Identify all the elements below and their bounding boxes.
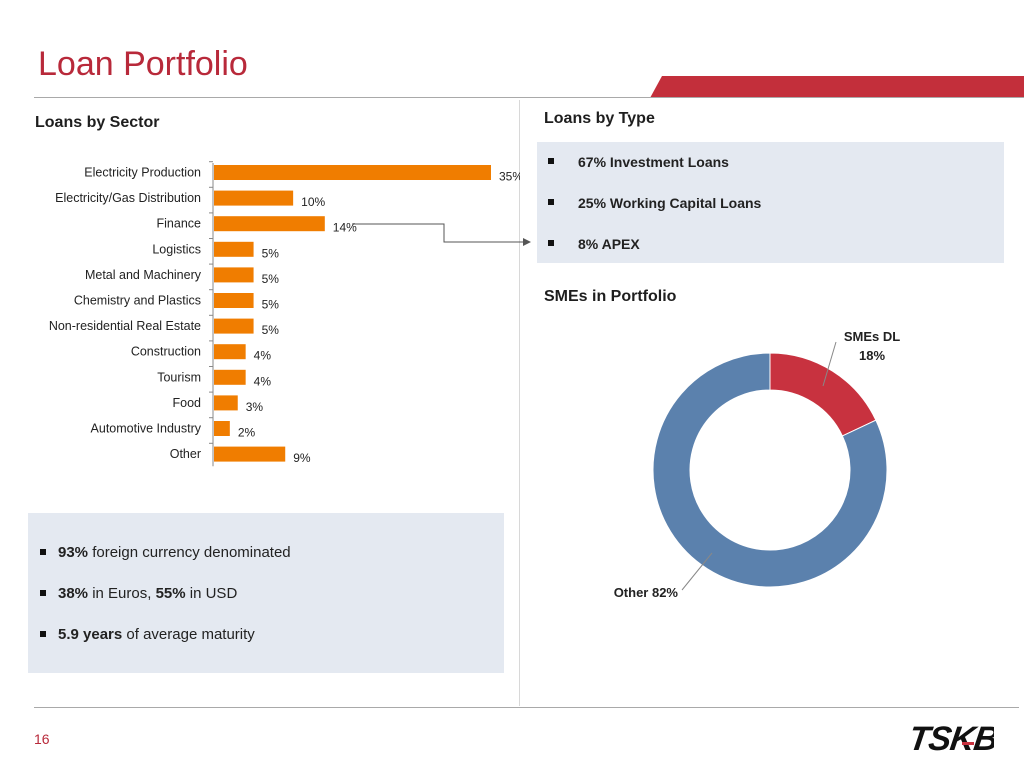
bar-category-label: Non-residential Real Estate (49, 319, 201, 333)
bar (214, 421, 230, 436)
bar-value-label: 35% (499, 170, 520, 184)
donut-slice-label: Other 82% (614, 585, 679, 600)
bullet-marker (40, 631, 46, 637)
bullet-marker (548, 158, 554, 164)
bar-value-label: 14% (333, 221, 357, 235)
bar-category-label: Logistics (152, 242, 201, 256)
bar (214, 344, 246, 360)
bullet-marker (548, 199, 554, 205)
bar-category-label: Finance (157, 217, 202, 231)
bar-category-label: Chemistry and Plastics (74, 294, 201, 308)
bar-category-label: Tourism (157, 370, 201, 384)
bar (214, 446, 286, 462)
type-item-working-capital: 25% Working Capital Loans (578, 195, 762, 211)
note-currency-value: 93% (58, 544, 89, 561)
note-currency-text: foreign currency denominated (88, 544, 291, 561)
bullet-marker (40, 549, 46, 555)
bullet-marker (548, 240, 554, 246)
bar-value-label: 5% (262, 246, 280, 260)
bar (214, 190, 294, 206)
note-split-usd-text: in USD (185, 585, 238, 602)
sector-heading: Loans by Sector (35, 114, 160, 131)
smes-heading: SMEs in Portfolio (544, 288, 677, 305)
sector-bar-chart: Electricity Production 35% Electricity/Gas… (49, 161, 520, 467)
type-item-apex: 8% APEX (578, 236, 640, 252)
smes-donut-chart: SMEs DL 18% Other 82% (614, 329, 901, 600)
page-number: 16 (34, 731, 50, 747)
bar-value-label: 5% (262, 323, 280, 337)
loan-types-panel: 67% Investment Loans 25% Working Capital… (537, 142, 1004, 263)
bar (214, 267, 254, 283)
header-divider (34, 97, 1024, 98)
bar (214, 216, 325, 232)
note-maturity-text: of average maturity (122, 626, 255, 643)
bar-value-label: 4% (254, 349, 272, 363)
donut-slice (769, 352, 877, 437)
bar (214, 241, 254, 257)
svg-text:TSKB: TSKB (910, 720, 994, 756)
donut-slice (652, 352, 888, 588)
note-split-euro-value: 38% (58, 585, 89, 602)
bar (214, 395, 238, 411)
note-maturity: 5.9 years of average maturity (58, 626, 255, 643)
donut-slice-value: 18% (859, 348, 885, 363)
donut-leader-line (822, 341, 837, 387)
bar-category-label: Food (173, 396, 202, 410)
type-item-investment: 67% Investment Loans (578, 154, 729, 170)
header-accent-band (650, 76, 1024, 98)
page-title: Loan Portfolio (38, 45, 248, 83)
bar-category-label: Other (170, 447, 201, 461)
bar-category-label: Electricity/Gas Distribution (55, 191, 201, 205)
footer-divider (34, 707, 1019, 708)
bar-category-label: Automotive Industry (91, 422, 202, 436)
bar-value-label: 9% (293, 451, 311, 465)
bar-category-label: Construction (131, 345, 201, 359)
bar-value-label: 5% (262, 272, 280, 286)
note-split: 38% in Euros, 55% in USD (58, 585, 237, 602)
bullet-marker (40, 590, 46, 596)
notes-panel: 93% foreign currency denominated 38% in … (28, 513, 504, 673)
note-maturity-value: 5.9 years (58, 626, 123, 643)
type-heading: Loans by Type (544, 110, 655, 127)
note-split-euro-text: in Euros, (88, 585, 156, 602)
bar-value-label: 3% (246, 400, 264, 414)
bar-value-label: 4% (254, 374, 272, 388)
donut-leader-line (681, 552, 713, 591)
bar (214, 369, 246, 385)
bar-category-label: Metal and Machinery (85, 268, 202, 282)
bar (214, 293, 254, 308)
note-split-usd-value: 55% (155, 585, 186, 602)
bar-value-label: 5% (262, 298, 280, 312)
bar (214, 318, 254, 334)
bar (214, 165, 491, 180)
tskb-logo: TSKB (910, 720, 994, 756)
column-divider (519, 100, 520, 706)
bar-category-label: Electricity Production (84, 166, 201, 180)
bar-value-label: 10% (301, 195, 325, 209)
donut-slice-name: SMEs DL (844, 329, 900, 344)
note-currency: 93% foreign currency denominated (58, 544, 291, 561)
bar-value-label: 2% (238, 426, 256, 440)
